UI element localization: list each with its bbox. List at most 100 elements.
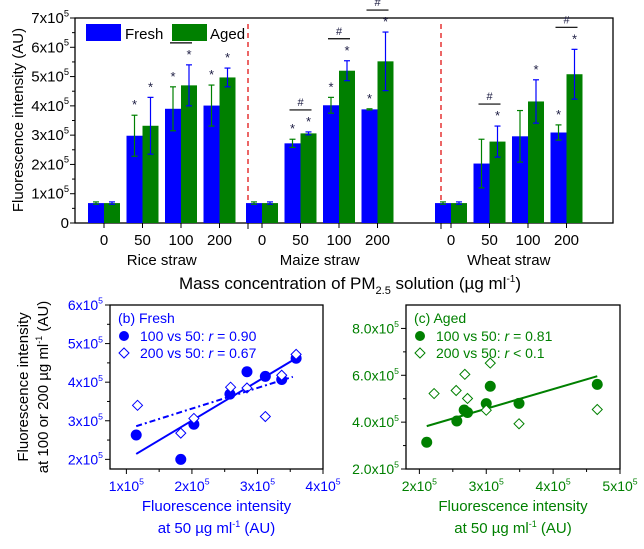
panel-a-ylabel: Fluorescence intensity (AU) bbox=[10, 28, 27, 212]
fit-line bbox=[426, 375, 598, 428]
significance-star: * bbox=[383, 14, 388, 29]
significance-hash: # bbox=[297, 97, 304, 109]
x-tick-label: 1x105 bbox=[109, 477, 144, 494]
data-point-open-diamond bbox=[131, 399, 144, 412]
x-tick-label: 100 bbox=[168, 232, 193, 249]
data-point-open-diamond bbox=[428, 387, 440, 400]
significance-star: * bbox=[328, 79, 333, 94]
bar-fresh bbox=[361, 109, 378, 223]
bar-fresh bbox=[550, 132, 567, 223]
significance-hash: # bbox=[374, 0, 381, 9]
data-point-open-diamond bbox=[461, 392, 474, 405]
legend-marker-open-diamond bbox=[414, 347, 426, 359]
significance-star: * bbox=[148, 79, 153, 94]
data-point-filled-circle bbox=[484, 380, 496, 392]
bar-aged bbox=[262, 203, 278, 223]
y-axis-label-line1: Fluorescence intensity bbox=[15, 312, 32, 462]
data-point-filled-circle bbox=[130, 429, 142, 441]
significance-star: * bbox=[533, 62, 538, 77]
x-tick-label: 3x105 bbox=[240, 477, 275, 494]
x-tick-label: 50 bbox=[134, 232, 151, 249]
x-tick-label: 4x105 bbox=[536, 477, 571, 494]
x-axis-label-line1: Fluorescence intensity bbox=[438, 498, 588, 515]
bar-fresh bbox=[435, 203, 451, 223]
legend-label-aged: Aged bbox=[210, 26, 245, 43]
bar-fresh bbox=[88, 203, 104, 223]
x-tick-label: 2x105 bbox=[174, 477, 209, 494]
x-tick-label: 200 bbox=[365, 232, 390, 249]
bar-fresh bbox=[165, 108, 181, 223]
significance-hash: # bbox=[486, 91, 493, 103]
y-tick-label: 6x105 bbox=[31, 38, 69, 57]
bar-fresh bbox=[203, 105, 220, 223]
y-tick-label: 6x105 bbox=[68, 296, 103, 313]
data-point-filled-circle bbox=[175, 453, 187, 465]
y-tick-label: 6.0x105 bbox=[352, 366, 399, 383]
bar-aged bbox=[142, 125, 159, 223]
y-tick-label: 1x105 bbox=[31, 184, 69, 203]
significance-star: * bbox=[170, 69, 175, 84]
significance-star: * bbox=[225, 50, 230, 65]
bar-aged bbox=[489, 141, 506, 223]
data-point-open-diamond bbox=[450, 384, 462, 397]
bar-aged bbox=[451, 203, 467, 223]
y-tick-label: 3x105 bbox=[31, 125, 69, 144]
legend-label: 200 vs 50: r < 0.1 bbox=[436, 345, 545, 361]
significance-star: * bbox=[186, 47, 191, 62]
bar-fresh bbox=[284, 143, 301, 223]
legend-label: 100 vs 50: r = 0.90 bbox=[140, 328, 257, 344]
group-label: Rice straw bbox=[127, 252, 197, 269]
panel-title: (b) Fresh bbox=[118, 310, 175, 326]
bar-fresh bbox=[323, 105, 339, 223]
legend-label: 200 vs 50: r = 0.67 bbox=[140, 345, 257, 361]
x-tick-label: 0 bbox=[100, 232, 108, 249]
y-tick-label: 4x105 bbox=[68, 373, 103, 390]
bar-aged bbox=[339, 70, 355, 223]
x-axis-label-line2: at 50 µg ml-1 (AU) bbox=[158, 519, 276, 537]
data-point-open-diamond bbox=[459, 368, 471, 381]
bar-aged bbox=[377, 61, 394, 223]
fit-line bbox=[135, 375, 294, 428]
x-tick-label: 50 bbox=[481, 232, 498, 249]
data-point-filled-circle bbox=[241, 366, 253, 378]
bar-aged bbox=[528, 101, 544, 223]
group-label: Wheat straw bbox=[467, 252, 551, 269]
data-point-open-diamond bbox=[175, 427, 187, 439]
bar-fresh bbox=[246, 203, 262, 223]
panel-a-xlabel: Mass concentration of PM2.5 solution (µg… bbox=[179, 274, 521, 297]
group-label: Maize straw bbox=[280, 252, 360, 269]
x-tick-label: 200 bbox=[207, 232, 232, 249]
x-axis-label-line1: Fluorescence intensity bbox=[142, 498, 292, 515]
y-tick-label: 8.0x105 bbox=[352, 319, 399, 336]
x-tick-label: 4x105 bbox=[305, 477, 340, 494]
y-tick-label: 5x105 bbox=[68, 334, 103, 351]
y-tick-label: 7x105 bbox=[31, 8, 69, 27]
y-tick-label: 0 bbox=[61, 215, 69, 232]
y-tick-label: 2.0x105 bbox=[352, 460, 399, 477]
significance-hash: # bbox=[336, 26, 343, 38]
bar-aged bbox=[566, 74, 583, 223]
legend-marker-filled-circle bbox=[119, 331, 129, 341]
x-tick-label: 100 bbox=[515, 232, 540, 249]
legend-label-fresh: Fresh bbox=[125, 26, 163, 43]
significance-hash: # bbox=[563, 14, 570, 26]
y-tick-label: 3x105 bbox=[68, 411, 103, 428]
x-tick-label: 3x105 bbox=[469, 477, 504, 494]
bar-aged bbox=[219, 77, 236, 223]
data-point-open-diamond bbox=[259, 410, 272, 423]
x-tick-label: 0 bbox=[447, 232, 455, 249]
legend-swatch-aged bbox=[172, 24, 207, 41]
bar-aged bbox=[300, 133, 317, 223]
x-tick-label: 5x105 bbox=[602, 477, 637, 494]
y-tick-label: 4.0x105 bbox=[352, 413, 399, 430]
data-point-open-diamond bbox=[241, 382, 253, 394]
panel-b-scatter: 1x105 2x105 3x105 4x105 2x105 3x105 4x105 5x105… bbox=[15, 296, 341, 537]
y-tick-label: 5x105 bbox=[31, 67, 69, 86]
x-tick-label: 2x105 bbox=[402, 477, 437, 494]
plot-frame bbox=[109, 304, 324, 470]
data-point-open-diamond bbox=[276, 369, 288, 381]
significance-star: * bbox=[367, 91, 372, 106]
bar-aged bbox=[181, 85, 197, 223]
panel-title: (c) Aged bbox=[414, 310, 466, 326]
data-point-open-diamond bbox=[224, 381, 237, 393]
